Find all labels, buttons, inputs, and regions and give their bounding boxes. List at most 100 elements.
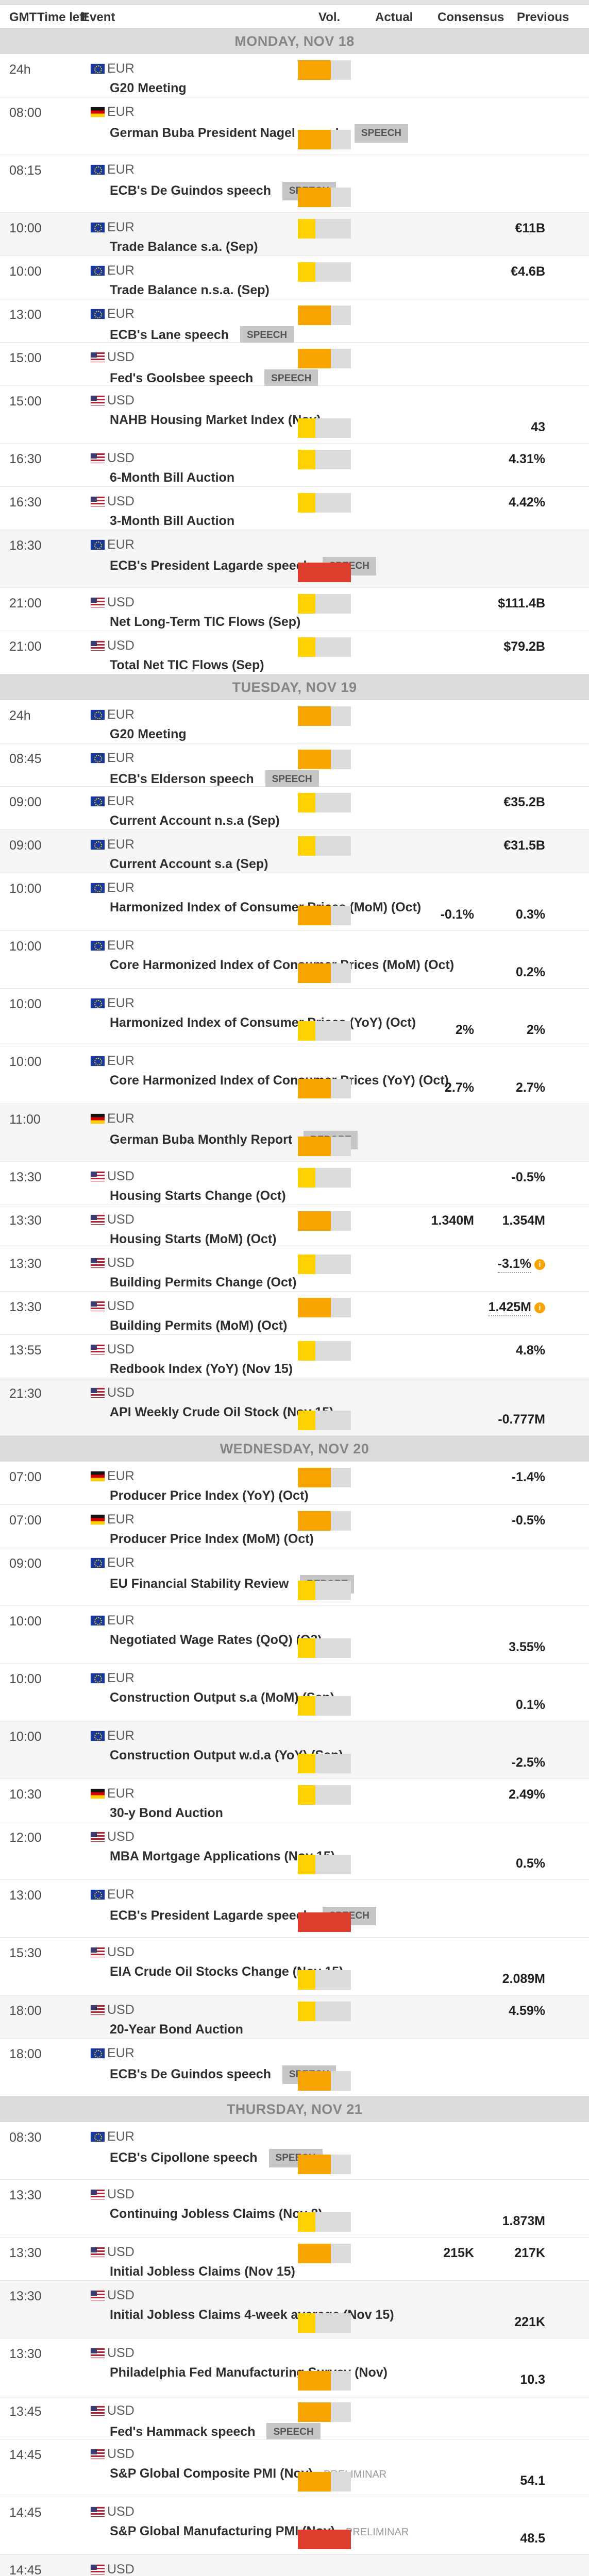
- event-row[interactable]: 10:00 EUR Negotiated Wage Rates (QoQ) (Q…: [0, 1606, 589, 1664]
- event-row[interactable]: 10:00 EUR Harmonized Index of Consumer P…: [0, 989, 589, 1046]
- event-row[interactable]: 13:30 USD Philadelphia Fed Manufacturing…: [0, 2338, 589, 2396]
- event-row[interactable]: 21:00 USD Net Long-Term TIC Flows (Sep) …: [0, 588, 589, 631]
- event-row[interactable]: 18:00 EUR ECB's De Guindos speech SPEECH: [0, 2039, 589, 2096]
- event-row[interactable]: 10:00 EUR Trade Balance n.s.a. (Sep) €4.…: [0, 256, 589, 299]
- us-flag-icon: [91, 396, 105, 405]
- event-row[interactable]: 09:00 EUR Current Account n.s.a (Sep) €3…: [0, 787, 589, 830]
- event-row[interactable]: 21:00 USD Total Net TIC Flows (Sep) $79.…: [0, 631, 589, 674]
- event-row[interactable]: 14:45 USD S&P Global Composite PMI (Nov)…: [0, 2439, 589, 2497]
- event-row[interactable]: 10:00 EUR Core Harmonized Index of Consu…: [0, 931, 589, 989]
- event-row[interactable]: 08:15 EUR ECB's De Guindos speech SPEECH: [0, 155, 589, 213]
- event-row[interactable]: 15:30 USD EIA Crude Oil Stocks Change (N…: [0, 1938, 589, 1995]
- event-title-text: MBA Mortgage Applications (Nov 15): [110, 1849, 335, 1863]
- event-row[interactable]: 10:00 EUR Construction Output w.d.a (YoY…: [0, 1721, 589, 1779]
- volatility-fill: [298, 130, 331, 149]
- previous-value: -0.777M: [498, 1412, 545, 1427]
- event-row[interactable]: 24h EUR G20 Meeting: [0, 54, 589, 97]
- event-row[interactable]: 07:00 EUR Producer Price Index (MoM) (Oc…: [0, 1505, 589, 1548]
- us-flag-icon: [91, 1345, 105, 1354]
- currency-cell: EUR: [91, 105, 134, 120]
- eu-flag-icon: [91, 753, 105, 763]
- event-time: 15:00: [9, 351, 42, 365]
- volatility-fill: [298, 1468, 331, 1487]
- event-row[interactable]: 10:00 EUR Core Harmonized Index of Consu…: [0, 1046, 589, 1104]
- volatility-meter: [298, 1581, 351, 1600]
- event-row[interactable]: 13:45 USD Fed's Hammack speech SPEECH: [0, 2396, 589, 2442]
- currency-cell: USD: [91, 2003, 134, 2018]
- event-row[interactable]: 13:55 USD Redbook Index (YoY) (Nov 15) 4…: [0, 1335, 589, 1378]
- event-row[interactable]: 10:00 EUR Trade Balance s.a. (Sep) €11B: [0, 213, 589, 256]
- event-row[interactable]: 24h EUR G20 Meeting: [0, 700, 589, 743]
- event-row[interactable]: 08:00 EUR German Buba President Nagel sp…: [0, 97, 589, 155]
- event-row[interactable]: 16:30 USD 3-Month Bill Auction 4.42%: [0, 487, 589, 530]
- event-row[interactable]: 18:30 EUR ECB's President Lagarde speech…: [0, 530, 589, 588]
- currency-code: EUR: [107, 2129, 134, 2144]
- currency-cell: EUR: [91, 537, 134, 552]
- event-row[interactable]: 13:30 USD Continuing Jobless Claims (Nov…: [0, 2180, 589, 2238]
- event-row[interactable]: 11:00 EUR German Buba Monthly Report REP…: [0, 1104, 589, 1162]
- volatility-meter: [298, 1511, 351, 1531]
- volatility-fill: [298, 2313, 315, 2333]
- event-time: 10:00: [9, 997, 42, 1011]
- info-icon[interactable]: i: [534, 1302, 545, 1313]
- event-row[interactable]: 09:00 EUR Current Account s.a (Sep) €31.…: [0, 830, 589, 873]
- currency-cell: USD: [91, 2447, 134, 2462]
- currency-code: USD: [107, 350, 134, 364]
- volatility-meter: [298, 2402, 351, 2422]
- event-row[interactable]: 13:30 USD Building Permits Change (Oct) …: [0, 1248, 589, 1292]
- event-row[interactable]: 13:00 EUR ECB's President Lagarde speech…: [0, 1880, 589, 1938]
- previous-value: €35.2B: [503, 795, 545, 809]
- event-row[interactable]: 16:30 USD 6-Month Bill Auction 4.31%: [0, 444, 589, 487]
- event-row[interactable]: 18:00 USD 20-Year Bond Auction 4.59%: [0, 1995, 589, 2039]
- currency-code: USD: [107, 1169, 134, 1183]
- event-row[interactable]: 12:00 USD MBA Mortgage Applications (Nov…: [0, 1822, 589, 1880]
- currency-code: USD: [107, 638, 134, 653]
- event-row[interactable]: 13:30 USD Building Permits (MoM) (Oct) 1…: [0, 1292, 589, 1335]
- event-row[interactable]: 09:00 EUR EU Financial Stability Review …: [0, 1548, 589, 1606]
- currency-cell: USD: [91, 494, 134, 509]
- event-row[interactable]: 07:00 EUR Producer Price Index (YoY) (Oc…: [0, 1462, 589, 1505]
- volatility-meter: [298, 1298, 351, 1317]
- previous-value: -1.4%: [511, 1470, 545, 1484]
- event-row[interactable]: 08:45 EUR ECB's Elderson speech SPEECH: [0, 743, 589, 789]
- event-row[interactable]: 15:00 USD NAHB Housing Market Index (Nov…: [0, 386, 589, 444]
- day-header: THURSDAY, NOV 21: [0, 2096, 589, 2122]
- volatility-fill: [298, 493, 315, 513]
- currency-code: EUR: [107, 1512, 134, 1527]
- event-row[interactable]: 10:30 EUR 30-y Bond Auction 2.49%: [0, 1779, 589, 1822]
- event-title-text: Producer Price Index (MoM) (Oct): [110, 1532, 314, 1546]
- volatility-fill: [298, 836, 315, 856]
- de-flag-icon: [91, 1515, 105, 1524]
- us-flag-icon: [91, 2348, 105, 2358]
- volatility-meter: [298, 2212, 351, 2232]
- consensus-value: 215K: [443, 2246, 474, 2260]
- col-gmt-header: GMT: [9, 10, 37, 24]
- event-row[interactable]: 13:30 USD Initial Jobless Claims (Nov 15…: [0, 2238, 589, 2281]
- eu-flag-icon: [91, 1673, 105, 1683]
- event-title-text: API Weekly Crude Oil Stock (Nov 15): [110, 1405, 334, 1419]
- event-row[interactable]: 14:45 USD S&P Global Manufacturing PMI (…: [0, 2497, 589, 2555]
- volatility-meter: [298, 418, 351, 438]
- event-row[interactable]: 08:30 EUR ECB's Cipollone speech SPEECH: [0, 2122, 589, 2180]
- event-row[interactable]: 21:30 USD API Weekly Crude Oil Stock (No…: [0, 1378, 589, 1436]
- event-row[interactable]: 13:30 USD Housing Starts Change (Oct) -0…: [0, 1162, 589, 1205]
- currency-cell: EUR: [91, 307, 134, 321]
- event-row[interactable]: 13:30 USD Housing Starts (MoM) (Oct) 1.3…: [0, 1205, 589, 1248]
- event-row[interactable]: 15:00 USD Fed's Goolsbee speech SPEECH: [0, 343, 589, 388]
- event-title-text: Current Account n.s.a (Sep): [110, 814, 280, 828]
- volatility-meter: [298, 1168, 351, 1188]
- eu-flag-icon: [91, 1731, 105, 1741]
- currency-code: USD: [107, 2245, 134, 2259]
- event-row[interactable]: 13:00 EUR ECB's Lane speech SPEECH: [0, 299, 589, 345]
- event-row[interactable]: 13:30 USD Initial Jobless Claims 4-week …: [0, 2281, 589, 2338]
- event-row[interactable]: 14:45 USD S&P Global Services PMI (Nov) …: [0, 2555, 589, 2576]
- event-row[interactable]: 10:00 EUR Construction Output s.a (MoM) …: [0, 1664, 589, 1721]
- volatility-meter: [298, 906, 351, 925]
- event-time: 11:00: [9, 1112, 41, 1127]
- currency-cell: USD: [91, 451, 134, 466]
- event-title-text: G20 Meeting: [110, 81, 187, 95]
- currency-cell: EUR: [91, 162, 134, 177]
- event-row[interactable]: 10:00 EUR Harmonized Index of Consumer P…: [0, 873, 589, 931]
- event-title: Negotiated Wage Rates (QoQ) (Q3): [110, 1633, 322, 1648]
- info-icon[interactable]: i: [534, 1259, 545, 1270]
